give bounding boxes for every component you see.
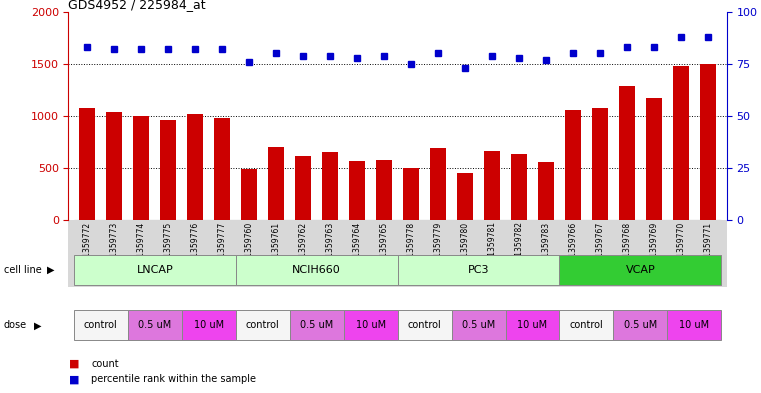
Bar [538, 162, 554, 220]
Text: ▶: ▶ [47, 265, 55, 275]
Bar [592, 108, 608, 220]
Bar [559, 310, 613, 340]
Text: PC3: PC3 [468, 265, 489, 275]
Bar [430, 148, 446, 220]
Text: control: control [569, 320, 603, 330]
Bar [457, 173, 473, 220]
Bar [376, 160, 392, 220]
Bar [613, 310, 667, 340]
Bar [700, 64, 716, 220]
Bar [619, 86, 635, 220]
Bar [182, 310, 236, 340]
Text: ■: ■ [68, 374, 79, 384]
Bar [79, 108, 95, 220]
Bar [322, 152, 339, 220]
Bar [397, 310, 451, 340]
Text: 0.5 uM: 0.5 uM [462, 320, 495, 330]
Text: ▶: ▶ [33, 320, 41, 331]
Bar [128, 310, 182, 340]
Text: NCIH660: NCIH660 [292, 265, 341, 275]
Text: control: control [84, 320, 118, 330]
Bar [397, 255, 559, 285]
Bar [451, 310, 505, 340]
Bar [268, 147, 285, 220]
Bar [187, 114, 203, 220]
Bar [74, 255, 236, 285]
Text: control: control [408, 320, 441, 330]
Text: VCAP: VCAP [626, 265, 655, 275]
Bar [667, 310, 721, 340]
Text: LNCAP: LNCAP [136, 265, 174, 275]
Text: 10 uM: 10 uM [517, 320, 548, 330]
Bar [241, 169, 257, 220]
Text: control: control [246, 320, 279, 330]
Bar [290, 310, 344, 340]
Text: ■: ■ [68, 358, 79, 369]
Text: cell line: cell line [4, 265, 42, 275]
Bar [403, 168, 419, 220]
Bar [565, 110, 581, 220]
Bar [559, 255, 721, 285]
Text: 10 uM: 10 uM [355, 320, 386, 330]
Text: dose: dose [4, 320, 27, 331]
Bar [511, 154, 527, 220]
Text: 10 uM: 10 uM [680, 320, 709, 330]
Text: 0.5 uM: 0.5 uM [624, 320, 657, 330]
Bar [646, 98, 662, 220]
Bar [236, 255, 397, 285]
Bar [295, 156, 311, 220]
Text: count: count [91, 358, 119, 369]
Text: 0.5 uM: 0.5 uM [139, 320, 171, 330]
Text: 10 uM: 10 uM [194, 320, 224, 330]
Text: 0.5 uM: 0.5 uM [300, 320, 333, 330]
Bar [214, 118, 231, 220]
Bar [236, 310, 290, 340]
Bar [161, 120, 177, 220]
Bar [673, 66, 689, 220]
Bar [74, 310, 128, 340]
Bar [484, 151, 500, 220]
Text: GDS4952 / 225984_at: GDS4952 / 225984_at [68, 0, 206, 11]
Bar [133, 116, 149, 220]
Bar [505, 310, 559, 340]
Bar [344, 310, 397, 340]
Bar [349, 161, 365, 220]
Bar [107, 112, 123, 220]
Text: percentile rank within the sample: percentile rank within the sample [91, 374, 256, 384]
